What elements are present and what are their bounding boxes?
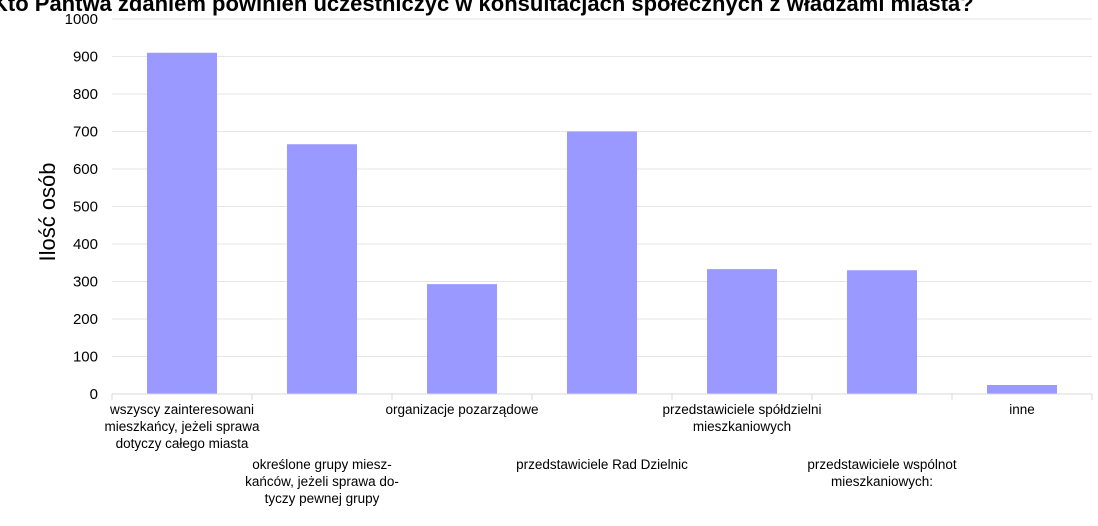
x-category-label: przedstawiciele Rad Dzielnic xyxy=(516,457,688,472)
x-axis-category-labels: wszyscy zainteresowani mieszkańcy, jeżeli… xyxy=(104,402,1034,506)
y-tick-label: 900 xyxy=(73,49,98,66)
x-category-label-line: mieszkaniowych: xyxy=(831,474,933,489)
x-category-label: inne xyxy=(1009,402,1035,417)
y-tick-label: 300 xyxy=(73,274,98,291)
y-tick-label: 100 xyxy=(73,349,98,366)
bar xyxy=(847,270,917,394)
x-category-label-line: mieszkaniowych xyxy=(693,419,791,434)
bar xyxy=(147,52,217,394)
y-tick-label: 700 xyxy=(73,124,98,141)
y-tick-label: 600 xyxy=(73,161,98,178)
x-axis-ticks xyxy=(111,394,1093,400)
x-category-label-line: inne xyxy=(1009,402,1035,417)
x-category-label-line: organizacje pozarządowe xyxy=(385,402,538,417)
x-category-label-line: mieszkańcy, jeżeli sprawa xyxy=(104,419,260,434)
y-tick-label: 200 xyxy=(73,311,98,328)
x-category-label: wszyscy zainteresowani mieszkańcy, jeżeli… xyxy=(104,402,260,451)
y-axis-tick-labels: 0 100 200 300 400 500 600 700 800 900 1000 xyxy=(65,11,98,403)
bar xyxy=(987,385,1057,394)
x-category-label-line: przedstawiciele spółdzielni xyxy=(662,402,821,417)
y-axis-label: Ilość osób xyxy=(35,162,60,261)
chart-title: Kto Pańtwa zdaniem powinien uczestniczyć… xyxy=(0,0,974,16)
y-tick-label: 500 xyxy=(73,199,98,216)
y-tick-label: 1000 xyxy=(65,11,98,28)
bar xyxy=(567,131,637,394)
y-tick-label: 0 xyxy=(90,386,98,403)
x-category-label: określone grupy miesz-kańców, jeżeli spr… xyxy=(245,457,399,506)
x-category-label: przedstawiciele spółdzielni mieszkaniowyc… xyxy=(662,402,821,434)
x-category-label-line: dotyczy całego miasta xyxy=(116,436,249,451)
x-category-label: przedstawiciele wspólnot mieszkaniowych: xyxy=(807,457,957,489)
bars xyxy=(147,52,1057,394)
x-category-label-line: wszyscy zainteresowani xyxy=(109,402,254,417)
bar xyxy=(427,284,497,394)
x-category-label-line: określone grupy miesz- xyxy=(252,457,392,472)
x-category-label-line: kańców, jeżeli sprawa do- xyxy=(245,474,399,489)
y-tick-label: 400 xyxy=(73,236,98,253)
x-category-label-line: przedstawiciele Rad Dzielnic xyxy=(516,457,688,472)
x-category-label: organizacje pozarządowe xyxy=(385,402,538,417)
bar xyxy=(287,144,357,394)
x-category-label-line: tyczy pewnej grupy xyxy=(265,491,380,506)
y-tick-label: 800 xyxy=(73,86,98,103)
x-category-label-line: przedstawiciele wspólnot xyxy=(807,457,957,472)
bar xyxy=(707,269,777,394)
